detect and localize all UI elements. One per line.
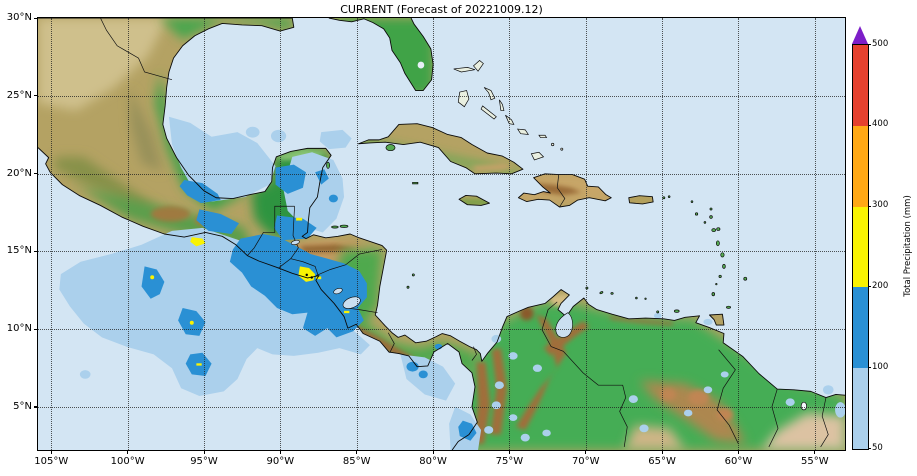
y-axis-tick-label: 20°N [6,167,32,179]
colorbar-tick [868,124,871,126]
y-axis-tick [34,95,38,97]
colorbar-tick [868,448,871,449]
colorbar-segment [853,368,868,449]
x-axis-tick-label: 60°W [724,456,753,467]
x-axis-tick-label: 70°W [571,456,600,467]
colorbar-title: Total Precipitation (mm) [903,195,913,297]
y-axis-tick-label: 5°N [13,400,32,412]
x-axis-tick [203,450,205,454]
colorbar-segment [853,45,868,126]
x-axis-tick-label: 85°W [342,456,371,467]
x-axis-tick-label: 105°W [34,456,69,467]
chart-title: CURRENT (Forecast of 20221009.12) [340,3,543,16]
y-axis-tick-label: 30°N [6,12,32,23]
map-canvas [38,18,845,450]
colorbar-tick-label: 500 [872,38,889,49]
y-axis-tick-label: 25°N [6,89,32,101]
y-axis-tick-label: 10°N [6,323,32,335]
y-axis-tick [34,250,38,253]
x-axis-tick [737,450,740,454]
x-axis-tick [508,450,511,454]
coastline-layer [38,18,845,450]
map-marker-dots [305,273,313,279]
y-axis-tick [34,406,38,408]
x-axis-tick [585,450,587,454]
colorbar-tick [868,286,871,288]
colorbar-tick-label: 200 [872,280,889,291]
x-axis-tick-label: 95°W [190,456,218,467]
colorbar-over-arrow [852,26,868,44]
colorbar [852,44,869,450]
colorbar-tick-label: 100 [872,361,889,372]
x-axis-tick-label: 75°W [495,456,524,467]
x-axis-tick-label: 100°W [110,456,145,467]
x-axis-tick [661,450,663,454]
x-axis-tick [50,450,52,454]
colorbar-segment [853,125,868,207]
y-axis-tick [34,173,38,175]
x-axis-tick [279,450,282,454]
x-axis-tick-label: 55°W [800,456,829,467]
colorbar-tick-label: 300 [872,200,889,211]
map-plot-area [37,17,846,451]
colorbar-tick [868,44,871,45]
y-axis-tick [34,328,38,330]
lake-layer [291,61,807,410]
colorbar-segment [853,287,868,369]
colorbar-tick-label: 50 [872,442,883,453]
x-axis-tick [814,450,816,454]
x-axis-tick [432,450,434,454]
y-axis-tick-label: 15°N [6,245,32,257]
island-layer [327,60,747,313]
colorbar-segment [853,206,868,288]
border-layer [100,18,828,447]
x-axis-tick [356,450,358,454]
colorbar-tick-label: 400 [872,119,889,130]
x-axis-tick [127,450,129,454]
x-axis-tick-label: 65°W [648,456,676,467]
colorbar-tick [868,367,871,369]
x-axis-tick-label: 90°W [266,456,295,467]
precip-heavy-layer [141,164,477,441]
colorbar-tick [868,205,871,207]
x-axis-tick-label: 80°W [419,456,447,467]
y-axis-tick [34,17,38,19]
